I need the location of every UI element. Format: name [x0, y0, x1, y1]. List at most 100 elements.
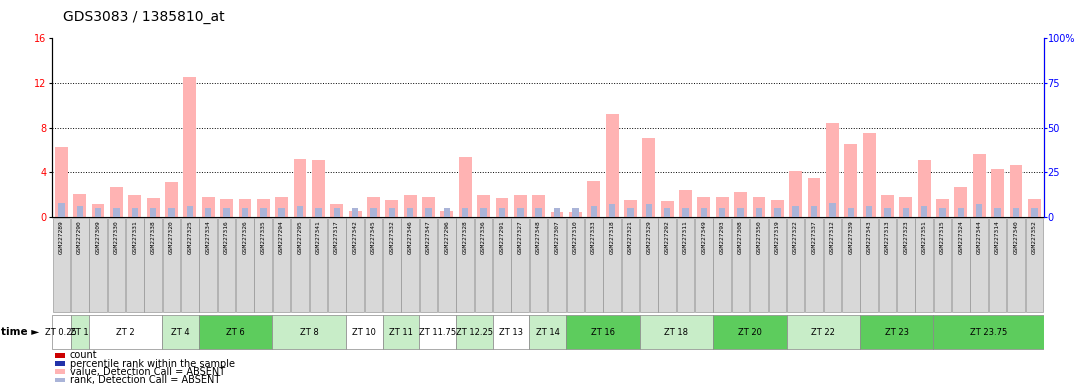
- Text: GSM227335: GSM227335: [261, 220, 266, 253]
- Text: ZT 11.75: ZT 11.75: [420, 328, 457, 337]
- Text: GSM227328: GSM227328: [463, 220, 467, 253]
- Bar: [315, 208, 322, 217]
- Bar: [866, 206, 873, 217]
- Text: percentile rank within the sample: percentile rank within the sample: [70, 359, 235, 369]
- Text: GSM227310: GSM227310: [573, 220, 578, 253]
- FancyBboxPatch shape: [659, 218, 676, 312]
- Text: GSM227348: GSM227348: [536, 220, 541, 253]
- FancyBboxPatch shape: [236, 218, 253, 312]
- FancyBboxPatch shape: [163, 218, 180, 312]
- Bar: [1032, 208, 1038, 217]
- FancyBboxPatch shape: [566, 315, 639, 349]
- Bar: [991, 169, 1004, 217]
- Text: GSM227294: GSM227294: [279, 220, 284, 253]
- Bar: [496, 198, 509, 217]
- FancyBboxPatch shape: [328, 218, 346, 312]
- FancyBboxPatch shape: [897, 218, 914, 312]
- Bar: [440, 211, 453, 217]
- Text: GSM227320: GSM227320: [168, 220, 174, 253]
- FancyBboxPatch shape: [915, 218, 933, 312]
- Text: GSM227293: GSM227293: [720, 220, 725, 253]
- Text: ZT 18: ZT 18: [664, 328, 688, 337]
- FancyBboxPatch shape: [364, 218, 383, 312]
- FancyBboxPatch shape: [934, 218, 951, 312]
- Bar: [403, 195, 416, 217]
- Text: ZT 4: ZT 4: [172, 328, 190, 337]
- Bar: [113, 208, 120, 217]
- Bar: [54, 353, 65, 358]
- Text: GSM227296: GSM227296: [445, 220, 449, 253]
- Bar: [76, 206, 83, 217]
- Text: ZT 13: ZT 13: [499, 328, 523, 337]
- Text: GSM227308: GSM227308: [738, 220, 744, 253]
- Bar: [187, 206, 193, 217]
- Text: GSM227352: GSM227352: [1032, 220, 1037, 253]
- Text: GSM227311: GSM227311: [683, 220, 688, 253]
- Bar: [293, 159, 307, 217]
- Bar: [349, 211, 362, 217]
- Bar: [223, 208, 229, 217]
- Text: GSM227289: GSM227289: [59, 220, 64, 253]
- Bar: [58, 203, 64, 217]
- FancyBboxPatch shape: [199, 218, 217, 312]
- Bar: [533, 195, 545, 217]
- Text: count: count: [70, 351, 97, 361]
- Bar: [734, 192, 747, 217]
- Bar: [367, 197, 379, 217]
- Bar: [939, 208, 946, 217]
- Text: GSM227326: GSM227326: [242, 220, 248, 253]
- FancyBboxPatch shape: [566, 218, 584, 312]
- Bar: [422, 197, 435, 217]
- FancyBboxPatch shape: [787, 315, 860, 349]
- Bar: [774, 208, 780, 217]
- Bar: [95, 208, 101, 217]
- Bar: [921, 206, 927, 217]
- Text: rank, Detection Call = ABSENT: rank, Detection Call = ABSENT: [70, 375, 220, 384]
- Text: GSM227318: GSM227318: [610, 220, 614, 253]
- FancyBboxPatch shape: [420, 315, 457, 349]
- FancyBboxPatch shape: [52, 218, 71, 312]
- Text: GSM227334: GSM227334: [205, 220, 211, 253]
- Bar: [848, 208, 854, 217]
- Text: ZT 10: ZT 10: [352, 328, 376, 337]
- Bar: [771, 200, 784, 217]
- Bar: [443, 208, 450, 217]
- FancyBboxPatch shape: [548, 218, 566, 312]
- Bar: [91, 204, 104, 217]
- Text: ZT 8: ZT 8: [300, 328, 318, 337]
- FancyBboxPatch shape: [217, 218, 236, 312]
- Text: GSM227329: GSM227329: [647, 220, 651, 253]
- Bar: [499, 208, 505, 217]
- Bar: [205, 208, 212, 217]
- FancyBboxPatch shape: [695, 218, 713, 312]
- FancyBboxPatch shape: [639, 315, 713, 349]
- FancyBboxPatch shape: [475, 218, 492, 312]
- Text: ZT 2: ZT 2: [116, 328, 135, 337]
- FancyBboxPatch shape: [346, 315, 383, 349]
- FancyBboxPatch shape: [291, 218, 309, 312]
- Bar: [165, 182, 178, 217]
- Bar: [371, 208, 377, 217]
- Bar: [698, 197, 710, 217]
- Text: GSM227331: GSM227331: [133, 220, 137, 253]
- Text: GSM227344: GSM227344: [977, 220, 982, 253]
- Bar: [147, 198, 160, 217]
- Text: GSM227339: GSM227339: [848, 220, 853, 253]
- Text: ZT 11: ZT 11: [389, 328, 413, 337]
- Bar: [202, 197, 214, 217]
- Bar: [811, 206, 817, 217]
- Text: ZT 22: ZT 22: [811, 328, 835, 337]
- Bar: [899, 197, 912, 217]
- Bar: [590, 206, 597, 217]
- FancyBboxPatch shape: [769, 218, 786, 312]
- Bar: [462, 208, 468, 217]
- FancyBboxPatch shape: [126, 218, 143, 312]
- Bar: [517, 208, 524, 217]
- Bar: [459, 157, 472, 217]
- Bar: [221, 199, 233, 217]
- Text: GSM227317: GSM227317: [334, 220, 339, 253]
- FancyBboxPatch shape: [457, 315, 492, 349]
- Text: GSM227347: GSM227347: [426, 220, 432, 253]
- Bar: [752, 197, 765, 217]
- Text: GSM227314: GSM227314: [995, 220, 1000, 253]
